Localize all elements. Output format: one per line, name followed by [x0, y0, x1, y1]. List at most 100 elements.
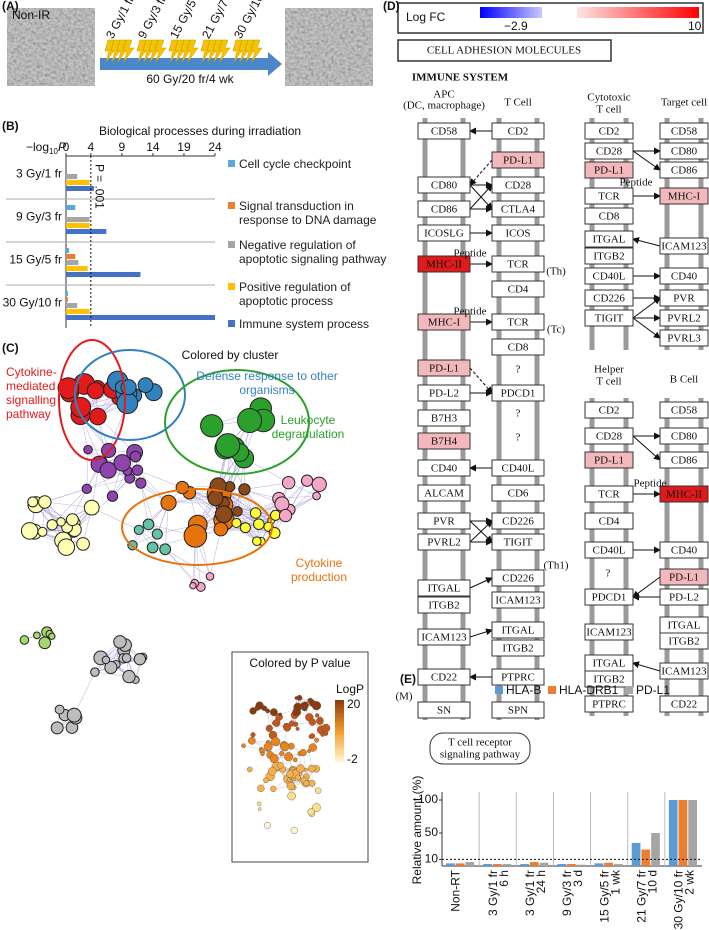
bar [66, 309, 90, 314]
gene-label: MHC-II [426, 259, 462, 271]
gene-label: MHC-I [668, 191, 701, 203]
inset-node [249, 707, 257, 715]
inset-node [315, 787, 322, 794]
inset-node [263, 742, 273, 752]
gene-box [417, 512, 471, 530]
gene-label: CD8 [508, 342, 529, 354]
x-tick-label: Non-RT [449, 869, 463, 911]
inset-node [308, 718, 316, 726]
cluster-label: Defense response to other organisms [196, 369, 338, 397]
network-node [200, 414, 224, 438]
gene-box [659, 142, 709, 160]
gene-box [417, 384, 471, 402]
gene-box [584, 309, 634, 327]
interaction-arrow [632, 237, 661, 247]
bar [651, 833, 660, 866]
network-node [27, 496, 39, 508]
gene-box [417, 255, 471, 273]
gene-box [584, 451, 634, 469]
panel-label: (A) [2, 0, 19, 13]
gene-label: TIGIT [595, 313, 624, 325]
gene-box [584, 187, 634, 205]
network-node [281, 475, 296, 490]
dose-label: 3 Gy/1 fr [103, 0, 137, 41]
x-tick-label: 24 h [534, 870, 548, 893]
gene-label: ICAM123 [495, 595, 541, 607]
network-node [142, 518, 155, 531]
gene-box [584, 541, 634, 559]
interaction-arrow [632, 150, 661, 171]
inset-node [286, 781, 295, 791]
gene-label: CD22 [671, 699, 697, 711]
gene-box [659, 485, 709, 503]
scale-title: LogP [336, 682, 364, 696]
network-node [133, 524, 144, 535]
network-node [159, 543, 172, 556]
bar [483, 864, 492, 866]
network-node [46, 519, 58, 531]
panel-label: (E) [400, 672, 416, 686]
cell-header: APC [433, 89, 454, 101]
x-tick-label: 1 wk [608, 869, 622, 895]
gene-label: PTPRC [592, 699, 626, 711]
network-node [131, 464, 144, 476]
bar [455, 863, 465, 866]
gene-label: CD86 [431, 204, 458, 216]
network-node [37, 526, 48, 537]
bar [66, 223, 90, 228]
cell-header: T cell [596, 376, 621, 388]
gene-label: CD86 [671, 455, 698, 467]
gene-box [491, 639, 545, 657]
network-edge [86, 470, 128, 490]
interaction-arrow [632, 317, 661, 339]
total-dose: 60 Gy/20 fr/4 wk [146, 72, 234, 86]
bar [688, 800, 697, 866]
legend-label: HLA-DRB1 [559, 683, 619, 697]
x-axis-label-part: −log [26, 140, 49, 154]
inset-node [290, 826, 298, 835]
gene-label: CD40L [593, 271, 626, 283]
gene-box [491, 591, 545, 609]
gene-label: PVRL2 [427, 537, 461, 549]
bar [631, 842, 641, 866]
gene-label: CD2 [599, 405, 620, 417]
gene-box [584, 230, 634, 248]
network-node [83, 444, 93, 455]
gene-label: CD58 [671, 126, 698, 138]
gene-box [417, 224, 471, 242]
bar [668, 800, 678, 866]
gene-label: CD2 [599, 126, 620, 138]
gene-label: CTLA4 [501, 204, 536, 216]
gene-box [659, 695, 709, 713]
cell-header: Cytotoxic [587, 92, 631, 104]
legend-swatch [228, 241, 235, 248]
gene-box [659, 289, 709, 307]
bar [604, 862, 613, 866]
annotation: (Th) [546, 266, 566, 278]
x-axis-label-part: 10 [49, 147, 58, 156]
radiation-bolt [122, 39, 135, 63]
gene-label: ITGB2 [593, 251, 624, 263]
gene-box [584, 247, 634, 265]
annotation: Peptide [620, 177, 653, 189]
inset-node [307, 749, 311, 753]
inset-node [257, 807, 262, 811]
network-node [175, 480, 190, 495]
inset-node [270, 736, 281, 747]
legend-swatch [548, 686, 556, 694]
x-tick-label: 24 [208, 140, 222, 154]
inset-node [270, 785, 277, 793]
bar [66, 248, 70, 253]
inset-node [321, 723, 331, 733]
annotation: ? [516, 364, 521, 376]
cluster-label: Leukocyte degranulation [271, 413, 345, 441]
gene-label: CD86 [671, 165, 698, 177]
y-tick-label: 30 Gy/10 fr [3, 296, 62, 310]
gene-label: PD-L1 [429, 363, 459, 375]
gene-label: MHC-II [666, 489, 702, 501]
bar [678, 800, 688, 866]
panel-label: (D) [383, 0, 400, 13]
inset-node [257, 784, 265, 793]
gene-box [659, 161, 709, 179]
